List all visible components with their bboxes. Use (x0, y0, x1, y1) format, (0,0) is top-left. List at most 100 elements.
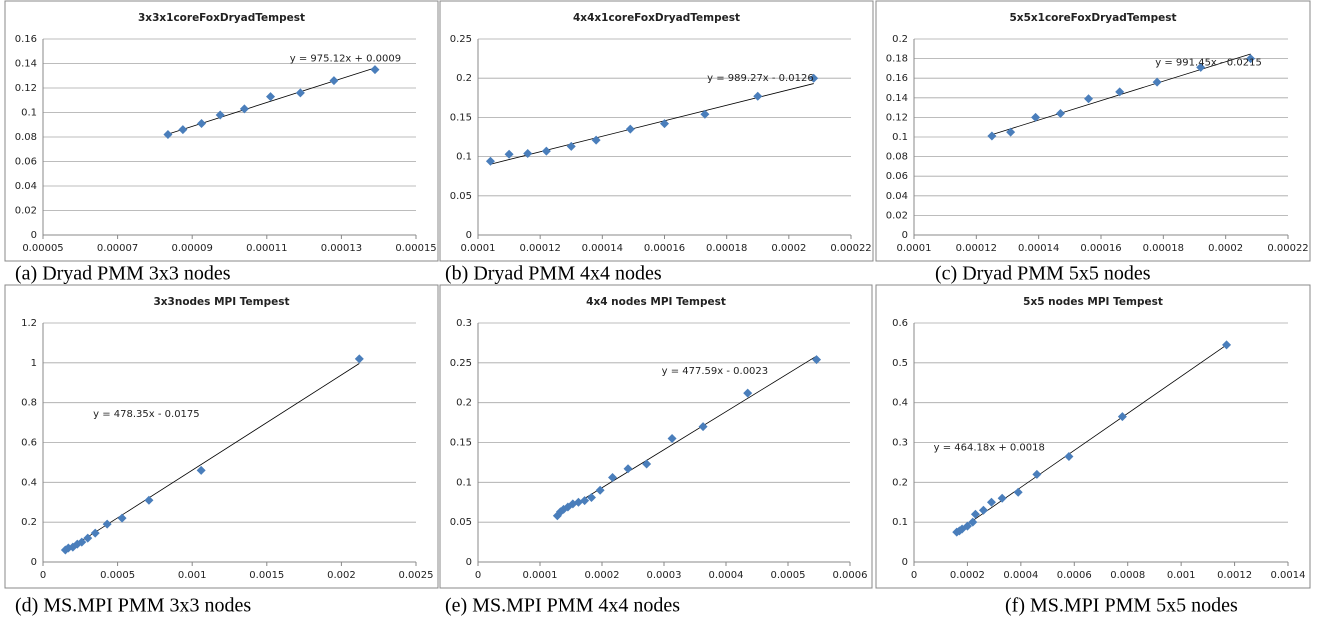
data-point (591, 135, 601, 145)
y-tick-label: 0.15 (450, 438, 472, 449)
x-tick-label: 0.00016 (1080, 243, 1121, 254)
trendline-label: y = 989.27x - 0.0126 (707, 73, 814, 84)
x-tick-label: 0.0001 (897, 243, 932, 254)
y-tick-label: 0.1 (456, 477, 472, 488)
data-point (485, 156, 495, 166)
x-tick-label: 0.00015 (395, 243, 436, 254)
x-tick-label: 0.00012 (956, 243, 997, 254)
y-tick-label: 0.06 (886, 171, 908, 182)
data-point (523, 148, 533, 158)
x-tick-label: 0.0005 (100, 570, 135, 581)
data-point (566, 141, 576, 151)
x-tick-label: 0 (911, 570, 917, 581)
x-tick-label: 0.0014 (1271, 570, 1306, 581)
chart-frame (4, 0, 439, 262)
data-point (102, 519, 112, 529)
data-point (1152, 77, 1162, 87)
x-tick-label: 0.0004 (709, 570, 744, 581)
x-tick-label: 0.0002 (771, 243, 806, 254)
data-point (970, 509, 980, 519)
y-tick-label: 0.6 (21, 438, 37, 449)
x-tick-label: 0.0002 (585, 570, 620, 581)
y-tick-label: 0.18 (886, 54, 908, 65)
data-point (700, 109, 710, 119)
data-point (698, 422, 708, 432)
x-tick-label: 0.001 (1167, 570, 1196, 581)
chart-title: 5x5 nodes MPI Tempest (1023, 296, 1163, 308)
x-tick-label: 0.00013 (321, 243, 362, 254)
y-tick-label: 0.12 (886, 112, 908, 123)
y-tick-label: 0.3 (456, 318, 472, 329)
data-point (295, 88, 305, 98)
y-tick-label: 0 (31, 230, 37, 241)
data-point (77, 537, 87, 547)
y-tick-label: 0.14 (886, 93, 908, 104)
data-point (968, 517, 978, 527)
x-tick-label: 0.0005 (771, 570, 806, 581)
data-point (660, 119, 669, 129)
data-point (354, 354, 364, 364)
x-tick-label: 0.0006 (1057, 570, 1092, 581)
data-point (215, 110, 225, 120)
data-point (90, 528, 100, 538)
data-point (753, 91, 763, 101)
x-tick-label: 0.0002 (950, 570, 985, 581)
caption: (e) MS.MPI PMM 4x4 nodes (445, 595, 680, 617)
data-point (962, 521, 972, 531)
chart-frame (875, 284, 1311, 589)
data-point (812, 355, 822, 365)
data-point (580, 496, 590, 506)
data-point (1006, 127, 1016, 137)
y-tick-label: 1.2 (21, 318, 37, 329)
x-tick-label: 0.0001 (461, 243, 496, 254)
data-point (987, 131, 997, 141)
y-tick-label: 0.1 (892, 517, 908, 528)
y-tick-label: 0.2 (456, 398, 472, 409)
data-point (1064, 451, 1074, 461)
data-point (1222, 340, 1232, 350)
x-tick-label: 0.0012 (1217, 570, 1252, 581)
y-tick-label: 0.2 (892, 34, 908, 45)
data-point (623, 464, 633, 474)
data-point (239, 104, 249, 114)
y-tick-label: 0.12 (15, 83, 37, 94)
chart-title: 3x3x1coreFoxDryadTempest (138, 12, 305, 24)
x-tick-label: 0.002 (327, 570, 356, 581)
y-tick-label: 0 (31, 557, 37, 568)
x-tick-label: 0.00014 (582, 243, 623, 254)
y-tick-label: 0 (466, 230, 472, 241)
y-tick-label: 0.08 (15, 132, 37, 143)
data-point (370, 65, 380, 75)
data-point (978, 505, 988, 515)
y-tick-label: 0.16 (886, 73, 908, 84)
y-tick-label: 0.05 (450, 191, 472, 202)
y-tick-label: 0.08 (886, 152, 908, 163)
data-point (1013, 487, 1023, 497)
data-point (1055, 108, 1065, 118)
y-tick-label: 0.5 (892, 358, 908, 369)
x-tick-label: 0.00022 (830, 243, 871, 254)
x-tick-label: 0.00012 (519, 243, 560, 254)
trendline-label: y = 464.18x + 0.0018 (934, 442, 1045, 453)
y-tick-label: 0.1 (892, 132, 908, 143)
data-point (667, 434, 677, 444)
data-point (809, 73, 819, 83)
data-point (329, 76, 339, 86)
data-point (743, 388, 753, 398)
caption: (c) Dryad PMM 5x5 nodes (935, 263, 1151, 285)
data-point (197, 119, 207, 129)
chart-title: 4x4x1coreFoxDryadTempest (573, 12, 740, 24)
chart-title: 3x3nodes MPI Tempest (153, 296, 289, 308)
data-point (595, 485, 605, 495)
y-tick-label: 0.8 (21, 398, 37, 409)
x-tick-label: 0.00009 (172, 243, 213, 254)
x-tick-label: 0.0002 (1208, 243, 1243, 254)
data-point (117, 513, 127, 523)
data-point (144, 495, 154, 505)
y-tick-label: 0.4 (21, 477, 37, 488)
y-tick-label: 0.1 (21, 108, 37, 119)
chart-frame (875, 0, 1311, 262)
caption: (f) MS.MPI PMM 5x5 nodes (1005, 595, 1238, 617)
chart-title: 4x4 nodes MPI Tempest (586, 296, 726, 308)
data-point (608, 473, 618, 483)
